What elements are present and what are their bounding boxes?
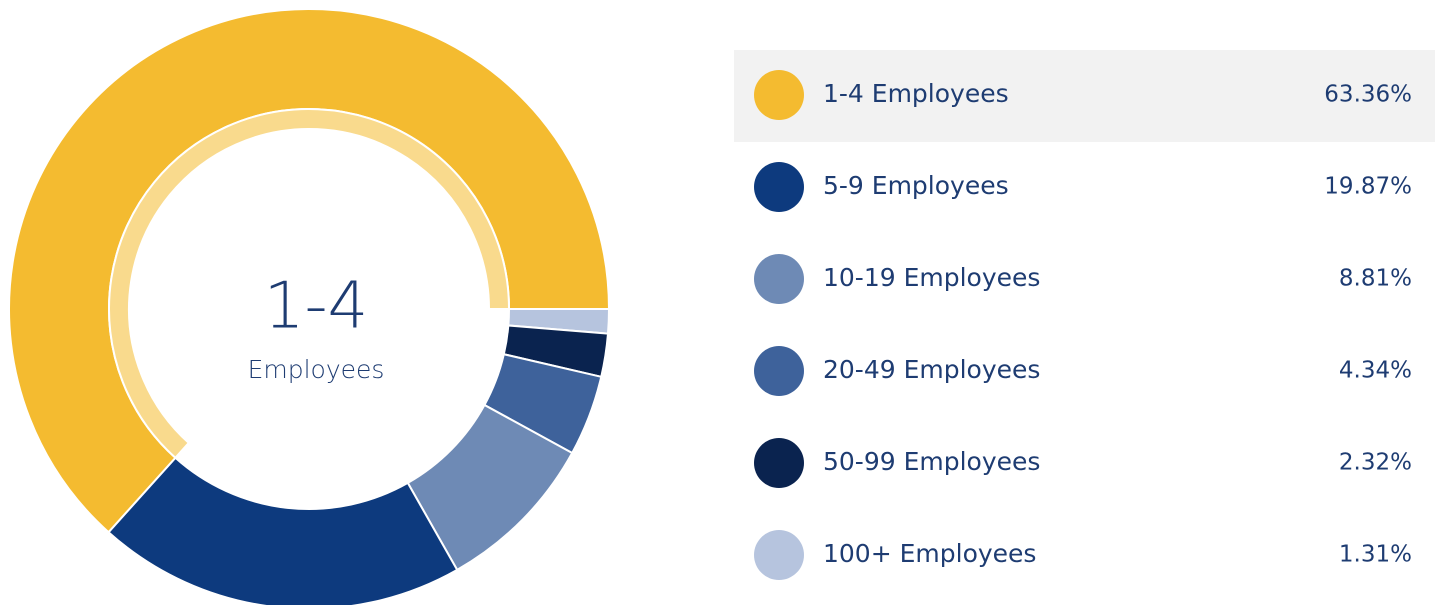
legend-swatch <box>754 438 804 488</box>
legend-label: 1-4 Employees <box>823 79 1009 108</box>
legend-value: 2.32% <box>1339 450 1412 476</box>
legend-swatch <box>754 70 804 120</box>
legend-value: 1.31% <box>1339 542 1412 568</box>
legend-row[interactable]: 1-4 Employees 63.36% <box>734 50 1435 142</box>
donut <box>8 8 611 605</box>
donut-segment[interactable] <box>107 456 459 605</box>
legend-row[interactable]: 50-99 Employees 2.32% <box>754 438 1412 488</box>
legend-row[interactable]: 20-49 Employees 4.34% <box>754 346 1412 396</box>
legend-value: 4.34% <box>1339 358 1412 384</box>
legend-row[interactable]: 5-9 Employees 19.87% <box>754 162 1412 212</box>
legend-row[interactable]: 10-19 Employees 8.81% <box>754 254 1412 304</box>
legend-label: 100+ Employees <box>823 539 1036 568</box>
legend-swatch <box>754 162 804 212</box>
legend-row[interactable]: 100+ Employees 1.31% <box>754 530 1412 580</box>
legend-value: 8.81% <box>1339 266 1412 292</box>
legend-label: 5-9 Employees <box>823 171 1009 200</box>
legend-row-highlight <box>734 50 1435 142</box>
center-subtitle: Employees <box>248 355 385 384</box>
legend-swatch <box>754 346 804 396</box>
legend-value: 63.36% <box>1324 82 1412 108</box>
segment-highlight <box>108 108 511 460</box>
legend-swatch <box>754 530 804 580</box>
legend-value: 19.87% <box>1324 174 1412 200</box>
legend-label: 10-19 Employees <box>823 263 1040 292</box>
legend: 1-4 Employees 63.36% 5-9 Employees 19.87% 10… <box>734 50 1435 580</box>
legend-label: 50-99 Employees <box>823 447 1040 476</box>
center-title: 1-4 <box>264 270 369 344</box>
legend-label: 20-49 Employees <box>823 355 1040 384</box>
legend-swatch <box>754 254 804 304</box>
